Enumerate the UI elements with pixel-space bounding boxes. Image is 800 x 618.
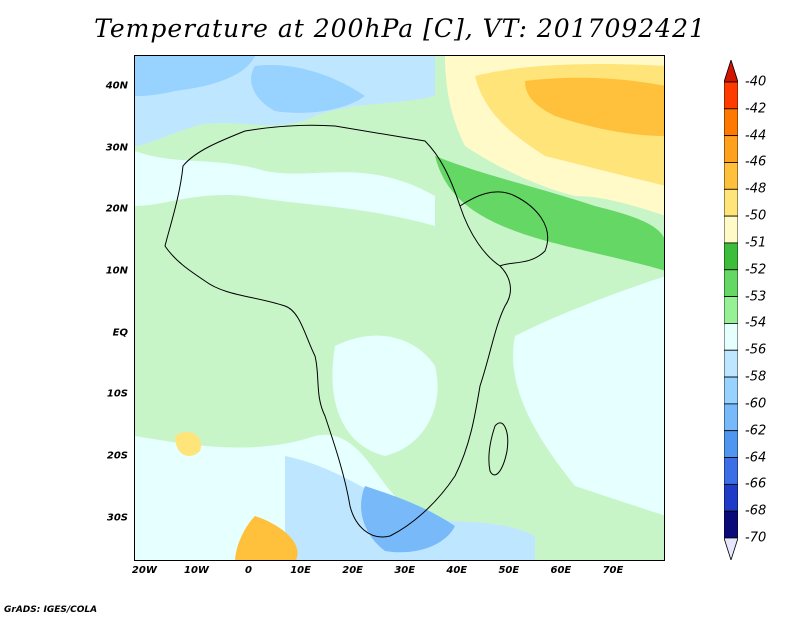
colorbar-swatch <box>724 376 738 405</box>
colorbar-label: -66 <box>745 476 767 492</box>
field-blue-south-core <box>361 486 455 553</box>
colorbar-over-triangle <box>724 60 738 83</box>
colorbar-swatch <box>724 349 738 378</box>
field-blue-med <box>251 65 365 113</box>
field-warm-core <box>525 77 664 136</box>
colorbar-swatch <box>724 81 738 110</box>
lon-label: 30E <box>394 565 416 576</box>
colorbar-label: -40 <box>745 74 767 90</box>
field-warm-spot-south <box>235 516 298 560</box>
colorbar-swatch <box>724 510 738 539</box>
lon-label: 10E <box>290 565 311 576</box>
colorbar-swatch <box>724 323 738 351</box>
colorbar-swatch <box>724 215 738 244</box>
map-panel <box>134 55 665 561</box>
field-blue-south <box>285 456 535 560</box>
colorbar-swatch <box>724 430 738 458</box>
colorbar-label: -44 <box>745 128 767 144</box>
colorbar-label: -48 <box>745 181 767 197</box>
colorbar-swatch <box>724 296 738 324</box>
lon-label: 20E <box>342 565 364 576</box>
field-pale-central <box>332 335 438 456</box>
colorbar-label: -46 <box>745 154 767 170</box>
lon-label: 40E <box>446 565 468 576</box>
lon-label: 60E <box>550 565 572 576</box>
colorbar-label: -62 <box>745 423 767 439</box>
lon-label: 10W <box>183 565 209 576</box>
lon-label: 20W <box>131 565 157 576</box>
lat-label: 30S <box>106 512 128 524</box>
footer-credit: GrADS: IGES/COLA <box>4 605 98 615</box>
colorbar-label: -70 <box>745 530 767 546</box>
colorbar-label: -53 <box>745 289 767 305</box>
coastline-madagascar <box>488 422 509 476</box>
lon-label: 70E <box>602 565 624 576</box>
colorbar-label: -58 <box>745 369 767 385</box>
lat-label: 10S <box>106 388 128 400</box>
field-green-band <box>435 156 664 271</box>
map-title: Temperature at 200hPa [C], VT: 201709242… <box>94 14 706 43</box>
colorbar-swatch <box>724 269 738 297</box>
colorbar <box>724 60 738 560</box>
colorbar-swatch <box>724 483 738 512</box>
lat-label: 40N <box>105 80 128 92</box>
coastline-africa <box>164 124 511 538</box>
colorbar-swatch <box>724 162 738 190</box>
colorbar-label: -68 <box>745 503 767 519</box>
lon-label: 0 <box>245 565 252 576</box>
field-blue-deeper <box>135 56 255 96</box>
field-pale-north <box>135 151 435 226</box>
colorbar-swatch <box>724 457 738 485</box>
lat-label: 20N <box>105 203 128 215</box>
lat-label: 30N <box>105 142 128 154</box>
colorbar-label: -50 <box>745 208 767 224</box>
field-pale-indian-ocean <box>513 276 664 516</box>
colorbar-label: -60 <box>745 396 767 412</box>
lat-label: EQ <box>112 327 128 339</box>
lon-label: 50E <box>498 565 520 576</box>
lat-label: 10N <box>105 265 128 277</box>
coastline-arabia <box>459 191 549 267</box>
lat-label: 20S <box>106 450 128 462</box>
colorbar-swatch <box>724 108 738 137</box>
colorbar-swatch <box>724 135 738 163</box>
field-warm-spot-sa <box>175 431 201 456</box>
colorbar-label: -54 <box>745 315 767 331</box>
colorbar-swatch <box>724 403 738 432</box>
colorbar-swatch <box>724 242 738 271</box>
colorbar-label: -51 <box>745 235 767 251</box>
temperature-map <box>135 56 664 560</box>
colorbar-label: -42 <box>745 101 767 117</box>
colorbar-swatch <box>724 188 738 217</box>
colorbar-label: -56 <box>745 342 767 358</box>
colorbar-label: -52 <box>745 262 767 278</box>
colorbar-under-triangle <box>724 537 738 560</box>
colorbar-label: -64 <box>745 450 767 466</box>
